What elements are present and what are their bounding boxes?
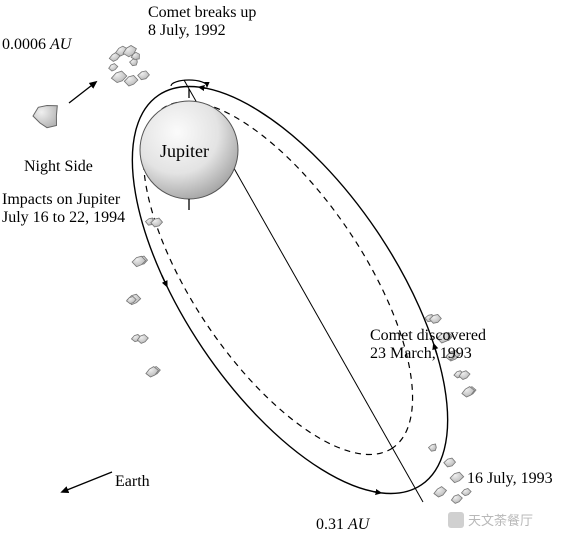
label-au-far: 0.31 AU	[316, 516, 369, 534]
label-breakup: Comet breaks up 8 July, 1992	[148, 4, 256, 41]
comet-approach-arrow	[69, 82, 96, 103]
label-au-near: 0.0006 AU	[2, 36, 71, 54]
comet-fragment	[138, 71, 150, 80]
watermark: 天文荼餐厅	[448, 510, 533, 529]
earth-direction-arrow	[62, 472, 112, 492]
orbit-direction-arrow	[374, 492, 381, 493]
comet-fragment	[451, 495, 462, 504]
comet-fragment	[434, 487, 447, 497]
jupiter-rotation-arrow	[171, 80, 207, 86]
label-impacts: Impacts on Jupiter July 16 to 22, 1994	[2, 191, 125, 228]
label-date-far: 16 July, 1993	[467, 470, 553, 488]
comet-fragment	[450, 472, 464, 483]
orbit-direction-arrow	[162, 275, 167, 285]
orbit-direction-arrow	[200, 87, 207, 88]
comet-fragment	[429, 444, 437, 451]
comet-fragment	[462, 489, 472, 496]
label-discovered: Comet discovered 23 March, 1993	[370, 327, 486, 364]
comet-fragment	[109, 64, 118, 71]
comet-initial-body	[33, 106, 57, 128]
comet-fragment	[444, 458, 456, 467]
label-jupiter: Jupiter	[160, 141, 209, 162]
watermark-icon	[448, 512, 464, 528]
label-night-side: Night Side	[24, 158, 93, 176]
label-earth: Earth	[115, 473, 150, 491]
orbit-solid	[72, 36, 509, 540]
watermark-text: 天文荼餐厅	[468, 510, 533, 529]
diagram-stage	[0, 0, 579, 540]
